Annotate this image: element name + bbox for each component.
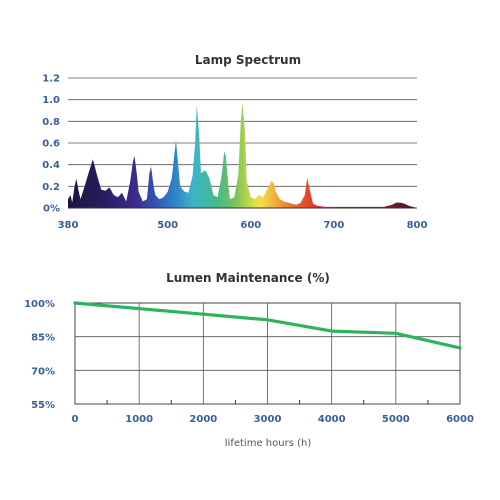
spectrum-x-tick: 800 [407, 220, 428, 231]
lumen-chart-title: Lumen Maintenance (%) [166, 271, 330, 285]
spectrum-x-tick: 380 [58, 220, 79, 231]
lumen-x-tick: 3000 [254, 414, 282, 425]
spectrum-x-tick: 600 [240, 220, 261, 231]
lumen-y-tick-labels: 100% 85% 70% 55% [24, 299, 55, 411]
lumen-series-line [73, 301, 462, 350]
lumen-y-tick: 100% [24, 299, 55, 310]
lumen-x-tick: 1000 [125, 414, 153, 425]
lumen-x-tick: 0 [72, 414, 79, 425]
lumen-x-tick: 2000 [189, 414, 217, 425]
spectrum-y-tick: 1.0 [42, 95, 60, 106]
spectrum-chart-title: Lamp Spectrum [195, 53, 301, 67]
spectrum-x-tick: 700 [323, 220, 344, 231]
lumen-y-tick: 70% [31, 366, 55, 377]
lumen-chart: Lumen Maintenance (%) 100% 85% 70% 55% 0 100… [24, 271, 474, 449]
lumen-x-tick: 6000 [446, 414, 474, 425]
spectrum-y-tick: 0.2 [42, 182, 60, 193]
lumen-minor-ticks [106, 400, 429, 404]
lumen-gridlines [75, 303, 460, 404]
spectrum-y-tick: 1.2 [42, 74, 60, 85]
lumen-x-axis-label: lifetime hours (h) [225, 438, 312, 449]
spectrum-area [68, 102, 417, 208]
spectrum-chart: Lamp Spectrum 0% 0.2 0.4 0.6 0.8 1.0 1.2 380 50… [42, 53, 427, 231]
spectrum-y-tick: 0.4 [42, 160, 60, 171]
lumen-x-tick-labels: 0 1000 2000 3000 4000 5000 6000 [72, 414, 474, 425]
lumen-y-tick: 55% [31, 400, 55, 411]
spectrum-y-tick: 0.8 [42, 117, 60, 128]
lumen-x-tick: 4000 [318, 414, 346, 425]
lumen-x-tick: 5000 [382, 414, 410, 425]
spectrum-y-tick: 0% [43, 204, 60, 215]
spectrum-y-tick-labels: 0% 0.2 0.4 0.6 0.8 1.0 1.2 [42, 74, 60, 215]
spectrum-y-tick: 0.6 [42, 139, 60, 150]
spectrum-x-tick-labels: 380 500 600 700 800 [58, 220, 428, 231]
lumen-y-tick: 85% [31, 333, 55, 344]
spectrum-x-tick: 500 [157, 220, 178, 231]
